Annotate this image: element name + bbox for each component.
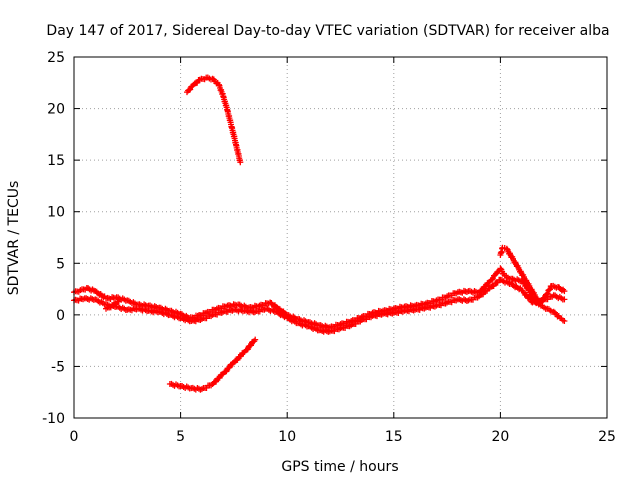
y-tick-label: 15 [47,153,65,169]
data-markers [184,74,244,166]
y-tick-label: -5 [51,359,65,375]
data-markers [166,336,259,393]
grid [74,57,607,418]
y-tick-label: 5 [56,256,65,272]
y-tick-label: 25 [47,50,65,66]
x-axis-label: GPS time / hours [281,459,398,475]
y-tick-label: 0 [56,308,65,324]
data-series [184,74,244,166]
plot-frame [73,56,608,419]
chart-title: Day 147 of 2017, Sidereal Day-to-day VTE… [46,23,609,39]
y-tick-label: 20 [47,102,65,118]
data-points [71,74,568,393]
data-series [166,336,259,393]
x-tick-label: 20 [491,429,509,445]
x-tick-label: 5 [176,429,185,445]
y-tick-label: 10 [47,205,65,221]
x-tick-label: 0 [70,429,79,445]
data-markers [103,244,568,324]
y-axis-label: SDTVAR / TECUs [6,181,22,296]
data-series [103,244,568,324]
x-tick-label: 25 [598,429,616,445]
x-tick-label: 10 [278,429,296,445]
y-tick-label: -10 [42,411,65,427]
x-tick-label: 15 [385,429,403,445]
axis-ticks: 0 5 10 15 20 25 -10 -5 0 5 10 15 20 25 [42,50,616,445]
